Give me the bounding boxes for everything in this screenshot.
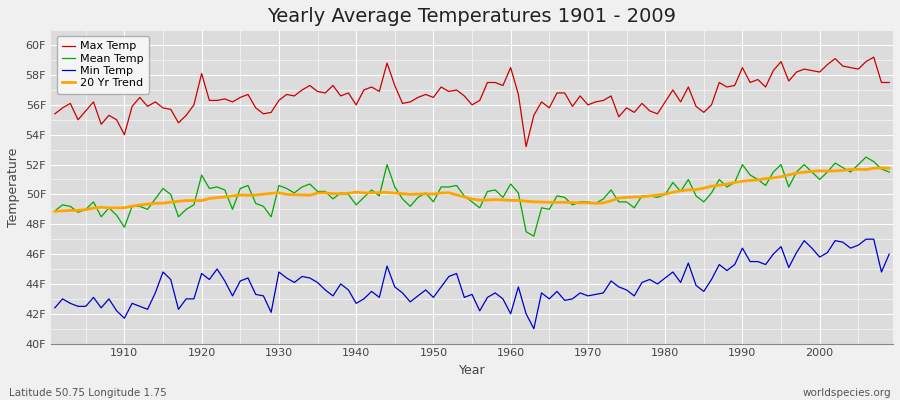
Max Temp bbox=[521, 144, 532, 149]
Min Temp bbox=[606, 278, 616, 283]
Min Temp bbox=[860, 237, 871, 242]
Text: Latitude 50.75 Longitude 1.75: Latitude 50.75 Longitude 1.75 bbox=[9, 388, 166, 398]
Min Temp bbox=[505, 311, 516, 316]
Mean Temp bbox=[328, 196, 338, 201]
Line: Min Temp: Min Temp bbox=[55, 239, 889, 329]
20 Yr Trend bbox=[505, 198, 516, 203]
X-axis label: Year: Year bbox=[459, 364, 485, 377]
Text: worldspecies.org: worldspecies.org bbox=[803, 388, 891, 398]
Title: Yearly Average Temperatures 1901 - 2009: Yearly Average Temperatures 1901 - 2009 bbox=[267, 7, 677, 26]
Mean Temp bbox=[528, 234, 539, 239]
Max Temp bbox=[281, 92, 292, 97]
Max Temp bbox=[112, 118, 122, 122]
Min Temp bbox=[884, 252, 895, 256]
Line: Mean Temp: Mean Temp bbox=[55, 157, 889, 236]
Max Temp bbox=[498, 83, 508, 88]
Mean Temp bbox=[281, 186, 292, 191]
20 Yr Trend bbox=[498, 198, 508, 202]
Max Temp bbox=[505, 65, 516, 70]
Y-axis label: Temperature: Temperature bbox=[7, 147, 20, 227]
Min Temp bbox=[498, 296, 508, 301]
Max Temp bbox=[884, 80, 895, 85]
Line: Max Temp: Max Temp bbox=[55, 57, 889, 147]
Min Temp bbox=[281, 276, 292, 280]
20 Yr Trend bbox=[281, 192, 292, 197]
Min Temp bbox=[528, 326, 539, 331]
Min Temp bbox=[328, 294, 338, 298]
20 Yr Trend bbox=[328, 191, 338, 196]
Mean Temp bbox=[606, 188, 616, 192]
Mean Temp bbox=[50, 208, 60, 213]
20 Yr Trend bbox=[50, 209, 60, 214]
20 Yr Trend bbox=[884, 166, 895, 171]
Max Temp bbox=[50, 112, 60, 116]
Max Temp bbox=[868, 55, 879, 60]
Mean Temp bbox=[860, 155, 871, 160]
Mean Temp bbox=[505, 182, 516, 186]
Min Temp bbox=[50, 306, 60, 310]
Line: 20 Yr Trend: 20 Yr Trend bbox=[55, 168, 889, 211]
20 Yr Trend bbox=[598, 200, 608, 205]
Min Temp bbox=[112, 308, 122, 313]
Max Temp bbox=[328, 83, 338, 88]
20 Yr Trend bbox=[112, 206, 122, 210]
Mean Temp bbox=[884, 170, 895, 174]
Mean Temp bbox=[498, 195, 508, 200]
Legend: Max Temp, Mean Temp, Min Temp, 20 Yr Trend: Max Temp, Mean Temp, Min Temp, 20 Yr Tre… bbox=[57, 36, 149, 94]
Mean Temp bbox=[112, 213, 122, 218]
20 Yr Trend bbox=[876, 166, 886, 170]
Max Temp bbox=[606, 94, 616, 98]
